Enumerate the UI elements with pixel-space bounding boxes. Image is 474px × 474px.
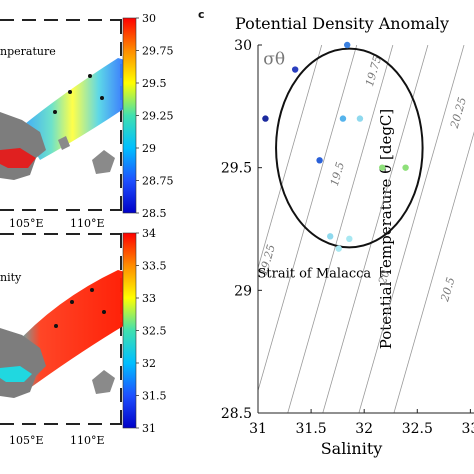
data-point	[344, 41, 351, 49]
temperature-colorbar: 30 29.75 29.5 29.25 29 28.75 28.5	[122, 12, 174, 220]
temperature-colorbar-tick-label: 28.75	[142, 175, 174, 188]
data-point	[327, 233, 334, 240]
isopycnal-line	[258, 45, 323, 270]
strait-ellipse	[275, 47, 424, 249]
ellipse-label: Strait of Malacca	[257, 266, 371, 281]
data-point	[402, 164, 409, 171]
temperature-colorbar-tick-label: 29.25	[142, 110, 174, 123]
salinity-colorbar-tick-label: 31.5	[142, 390, 167, 403]
isopycnal-line	[322, 45, 429, 413]
salinity-colorbar-tick-label: 33	[142, 292, 156, 305]
data-point	[316, 157, 323, 164]
temperature-colorbar-tick-label: 29.5	[142, 77, 167, 90]
top-map-title: nperature	[0, 45, 56, 58]
top-map-xtick-105: 105°E	[9, 217, 44, 230]
bottom-map-xtick-110: 110°E	[70, 434, 105, 447]
data-point	[339, 115, 347, 122]
data-point	[262, 115, 269, 122]
y-tick-label: 28.5	[221, 406, 252, 422]
x-axis-label: Salinity	[321, 439, 383, 458]
bottom-map-xtick-105: 105°E	[9, 434, 44, 447]
data-point	[291, 66, 299, 73]
isopycnal-label: 20.25	[448, 96, 469, 131]
isopycnal-line	[287, 45, 394, 413]
y-tick-label: 29.5	[221, 161, 252, 177]
ts-diagram: Potential Density Anomaly Potential Temp…	[221, 14, 474, 458]
isopycnal-label: 19.5	[328, 161, 347, 188]
top-map-xtick-110: 110°E	[70, 217, 105, 230]
temperature-field	[20, 58, 125, 160]
data-point	[379, 164, 386, 171]
x-tick-label: 31	[249, 421, 267, 437]
salinity-map: nity 105°E 110°E	[0, 233, 125, 447]
temperature-colorbar-tick-label: 28.5	[142, 207, 167, 220]
x-tick-label: 31.5	[296, 421, 327, 437]
salinity-colorbar: 34 33.5 33 32.5 32 31.5 31	[122, 227, 167, 435]
salinity-colorbar-tick-label: 31	[142, 422, 156, 435]
temperature-colorbar-tick-label: 30	[142, 12, 156, 25]
isopycnal-line	[393, 131, 474, 413]
data-point	[346, 235, 353, 243]
data-point	[335, 245, 342, 252]
data-point	[356, 115, 364, 122]
bottom-map-title: nity	[0, 271, 22, 284]
x-tick-label: 32.5	[402, 421, 433, 437]
temperature-colorbar-tick-label: 29.75	[142, 45, 174, 58]
salinity-colorbar-tick-label: 32	[142, 357, 156, 370]
panel-letter: c	[198, 8, 205, 21]
x-tick-label: 33	[461, 421, 474, 437]
temperature-colorbar-tick-label: 29	[142, 142, 156, 155]
salinity-colorbar-tick-label: 34	[142, 227, 156, 240]
y-tick-label: 29	[234, 283, 252, 299]
sigma-label: σθ	[263, 50, 285, 70]
isopycnal-line	[358, 45, 465, 413]
isopycnal-label: 20.5	[438, 276, 458, 304]
isopycnal-label: 20	[376, 269, 393, 287]
x-tick-label: 32	[355, 421, 373, 437]
salinity-colorbar-tick-label: 33.5	[142, 260, 167, 273]
y-tick-label: 30	[234, 38, 252, 54]
temperature-map: nperature 105°E 110°E	[0, 19, 125, 230]
isopycnal-line	[258, 45, 358, 393]
map-panels: nperature 105°E 110°E 30 29.75 29.5 29.25 29…	[0, 12, 174, 447]
chart-title: Potential Density Anomaly	[235, 14, 449, 33]
salinity-colorbar-tick-label: 32.5	[142, 325, 167, 338]
